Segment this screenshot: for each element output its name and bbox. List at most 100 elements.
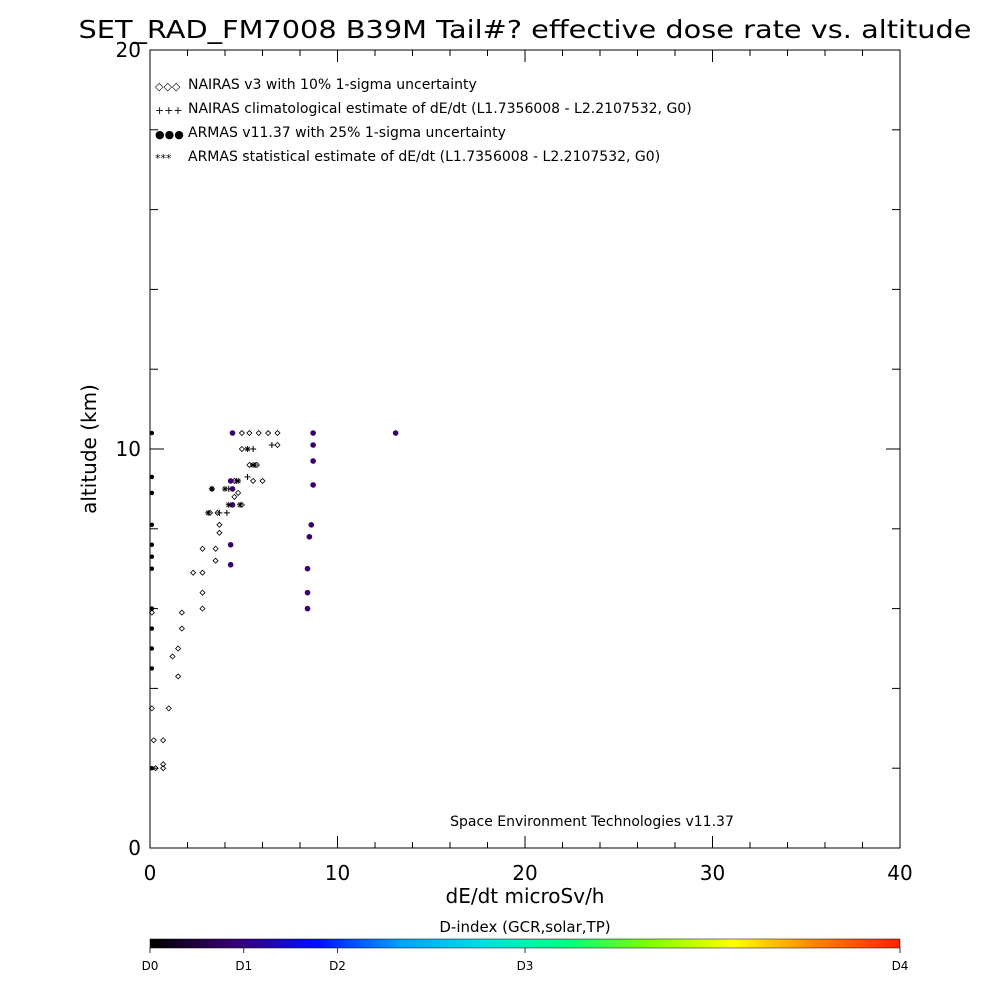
legend-symbol: ◇◇◇ (155, 80, 181, 93)
baseline-point (149, 554, 155, 559)
nairas-point (160, 761, 167, 768)
nairas-climatology-point (244, 473, 251, 480)
nairas-point (175, 673, 182, 680)
x-axis-label: dE/dt microSv/h (446, 884, 605, 908)
armas-point (304, 605, 311, 612)
nairas-point (265, 429, 272, 437)
armas-point (310, 442, 316, 448)
x-tick-label: 10 (325, 861, 350, 885)
nairas-point (238, 445, 245, 453)
armas-point (229, 486, 236, 492)
baseline-point (149, 566, 155, 571)
legend-symbol: +++ (155, 104, 183, 117)
nairas-point (160, 737, 167, 744)
baseline-point (149, 490, 155, 496)
nairas-point (199, 545, 206, 552)
legend-label: ARMAS v11.37 with 25% 1-sigma uncertaint… (188, 125, 506, 141)
colorbar (149, 938, 901, 949)
nairas-point (160, 765, 167, 772)
baseline-point (149, 542, 155, 547)
armas-statistical-point (225, 501, 232, 508)
y-tick-labels: 0 10 20 (116, 38, 141, 860)
armas-point (304, 589, 311, 596)
colorbar-label: D0 (142, 959, 159, 973)
nairas-point (274, 429, 281, 437)
legend-symbol: ●●● (155, 128, 184, 141)
nairas-point (216, 521, 223, 528)
baseline-point (149, 474, 155, 480)
colorbar-title: D-index (GCR,solar,TP) (439, 918, 610, 936)
nairas-point (235, 489, 242, 496)
armas-point (304, 565, 311, 572)
baseline-point (149, 626, 155, 631)
nairas-climatology-point (250, 446, 257, 452)
nairas-point (152, 765, 159, 772)
nairas-point (259, 477, 266, 484)
armas-point (310, 458, 316, 464)
armas-point (229, 430, 236, 436)
nairas-point (238, 429, 245, 437)
baseline-point (149, 766, 155, 771)
nairas-point (212, 545, 219, 552)
baseline-point (149, 606, 155, 611)
colorbar-label: D2 (329, 959, 346, 973)
nairas-point (150, 737, 157, 744)
armas-point (308, 522, 315, 528)
y-tick-label: 0 (128, 836, 141, 860)
nairas-point (216, 529, 223, 536)
baseline-point (149, 522, 155, 528)
colorbar-labels: D0 D1 D2 D3 D4 (142, 948, 909, 973)
legend-symbol: *** (155, 152, 172, 165)
colorbar-label: D1 (235, 959, 252, 973)
x-tick-label: 30 (700, 861, 725, 885)
armas-statistical-point (222, 485, 228, 492)
nairas-point (274, 441, 281, 449)
nairas-point (169, 653, 176, 660)
armas-point (392, 430, 399, 436)
nairas-point (246, 429, 253, 437)
colorbar-label: D4 (892, 959, 909, 973)
legend-label: NAIRAS v3 with 10% 1-sigma uncertainty (188, 77, 477, 93)
nairas-climatology-point (223, 509, 230, 516)
nairas-point (165, 705, 172, 712)
x-tick-label: 40 (887, 861, 912, 885)
nairas-point (178, 625, 185, 632)
baseline-point (149, 646, 155, 651)
armas-point (310, 482, 316, 488)
armas-statistical-point (237, 501, 243, 508)
baseline-point (149, 430, 155, 436)
nairas-point (199, 569, 206, 576)
legend-label: NAIRAS climatological estimate of dE/dt … (188, 101, 692, 117)
nairas-point (199, 605, 206, 612)
armas-statistical-point (235, 477, 242, 484)
axis-ticks (149, 49, 901, 849)
armas-point (229, 502, 236, 508)
nairas-climatology-point (268, 442, 275, 449)
armas-statistical-point (250, 461, 257, 468)
armas-statistical-point (244, 446, 251, 452)
y-axis-label: altitude (km) (77, 384, 101, 514)
nairas-point (250, 477, 257, 484)
colorbar-label: D3 (517, 959, 534, 973)
nairas-point (148, 609, 155, 616)
x-tick-labels: 0 10 20 30 40 (144, 861, 913, 885)
armas-point (227, 541, 234, 548)
legend: ◇◇◇ NAIRAS v3 with 10% 1-sigma uncertaint… (155, 77, 692, 165)
y-tick-label: 10 (116, 437, 141, 461)
armas-point (310, 430, 316, 436)
nairas-point (255, 429, 262, 437)
nairas-point (148, 705, 155, 712)
nairas-climatology-point (216, 509, 223, 516)
nairas-point (190, 569, 197, 576)
armas-statistical-point (205, 509, 212, 516)
armas-point (306, 533, 313, 540)
legend-label: ARMAS statistical estimate of dE/dt (L1.… (188, 149, 660, 165)
armas-point (227, 478, 234, 484)
x-tick-label: 0 (144, 861, 157, 885)
nairas-point (199, 589, 206, 596)
credit-text: Space Environment Technologies v11.37 (450, 814, 734, 830)
armas-point (227, 561, 234, 568)
baseline-point (149, 666, 155, 671)
y-tick-label: 20 (116, 38, 141, 62)
